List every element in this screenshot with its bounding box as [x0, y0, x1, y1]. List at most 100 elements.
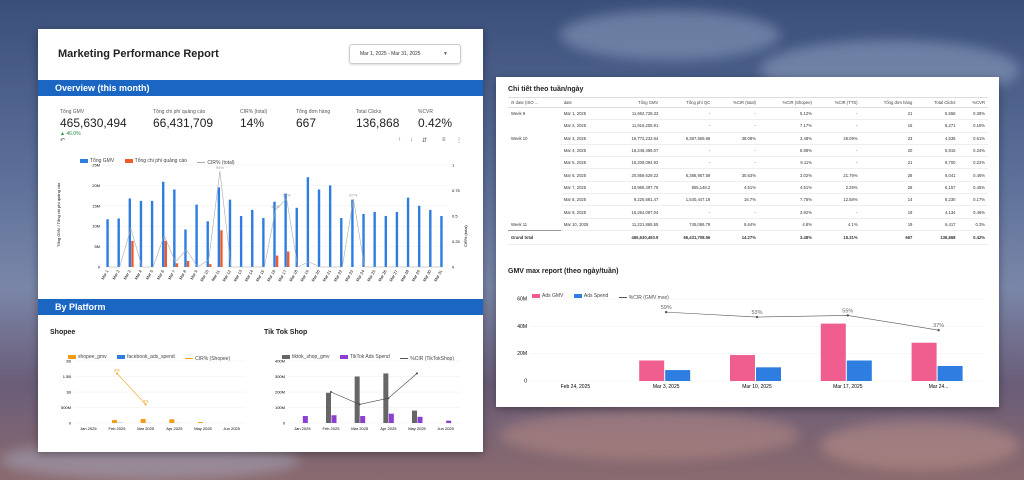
table-cell: 4.8% [758, 218, 815, 231]
grand-total-row: Grand total 465,630,493.9 66,431,708.56 14.… [508, 229, 988, 245]
x-tick-label: Mar 24... [929, 384, 949, 390]
marketing-report-panel: Marketing Performance Report Mar 1, 2025… [38, 29, 483, 452]
x-tick-label: Mar 17, 2025 [833, 384, 863, 390]
gmv-bar [284, 193, 287, 267]
table-cell: Week 10 [511, 135, 528, 141]
x-tick-label: Mar 10, 2025 [742, 384, 772, 390]
column-header[interactable]: %CIR (TTS) [814, 97, 861, 108]
table-cell [508, 144, 561, 156]
cir-point [144, 403, 147, 406]
table-cell: 12.58% [814, 193, 861, 207]
overview-legend: Tổng GMV Tổng chi phí quảng cáo CIR% (to… [80, 150, 241, 168]
column-header[interactable]: Total Clicks [915, 97, 959, 108]
gmv-bar [440, 216, 443, 267]
arrow-up-icon[interactable]: ↑ [398, 137, 401, 143]
x-tick-label: Mar 2 [111, 268, 121, 280]
filter-icon[interactable]: ≡ [442, 137, 446, 143]
x-tick-label: Mar 1 [100, 268, 110, 280]
table-cell: 0.34% [958, 144, 988, 158]
gmv-bar [306, 177, 310, 267]
undo-icon[interactable]: ↶ [60, 138, 66, 144]
table-cell: 1,540,447.19 [661, 193, 714, 207]
table-cell: 0.18% [958, 119, 988, 133]
table-cell: 0.46% [958, 168, 988, 182]
legend-ads-gmv: Ads GMV [532, 293, 563, 299]
overview-header: Overview (this month) [38, 80, 483, 96]
kpi-delta: ▲ 46.0% [60, 131, 81, 137]
gmv-bar [317, 189, 321, 267]
y-tick-label: 15M [92, 203, 100, 208]
table-cell: 23 [860, 132, 916, 145]
cir-point [330, 391, 332, 393]
y2-tick-label: 0.5 [452, 214, 458, 219]
total-cell: 0.42% [958, 229, 988, 245]
y-tick-label: 0 [524, 379, 527, 385]
y-tick-label: 0 [283, 421, 286, 426]
column-header[interactable]: date [560, 97, 610, 108]
column-header[interactable]: %CVR [958, 97, 988, 108]
x-tick-label: Mar 2025 [351, 426, 369, 431]
table-cell: 7.76% [758, 193, 815, 207]
gmv-bar [184, 229, 187, 267]
column-header[interactable]: Tổng đơn hàng [860, 97, 916, 108]
date-range-picker[interactable]: Mar 1, 2025 - Mar 31, 2025 ▼ [349, 44, 461, 64]
legend-fb-spend: facebook_ads_spend [117, 354, 175, 360]
kpi-total-ad-cost: Tổng chi phí quảng cáo 66,431,709 [153, 109, 213, 130]
table-cell: 0.22% [958, 156, 988, 170]
table-cell: Mar 2, 2025 [560, 119, 610, 133]
table-cell: - [814, 144, 861, 158]
ad-cost-bar [287, 251, 290, 267]
detail-panel: Chi tiết theo tuần/ngày ⊟ date (ISO ... d… [496, 77, 999, 407]
total-cell: 15.31% [814, 229, 861, 245]
table-row: Mar 5, 2025 16,208,094.92- -6.11% -21 9,700 0… [508, 156, 988, 170]
table-cell: - [661, 144, 714, 158]
tiktok-legend: tiktok_shop_gmv TikTok Ads Spend %CIR (T… [282, 346, 460, 364]
x-tick-label: Mar 26 [377, 268, 388, 282]
cir-point [358, 403, 361, 406]
column-header[interactable]: %CIR (total) [713, 97, 759, 108]
ad-cost-bar [220, 230, 223, 267]
x-tick-label: Mar 29 [410, 268, 421, 282]
drill-icon[interactable]: ⇵ [422, 138, 428, 144]
kpi-label: Tổng GMV [60, 109, 85, 115]
cloud [560, 10, 780, 60]
ad-cost-bar [209, 264, 212, 267]
arrow-down-icon[interactable]: ↓ [410, 137, 413, 143]
gmv-bar [326, 392, 331, 423]
table-cell [508, 194, 561, 206]
kpi-value: 667 [296, 116, 317, 130]
more-icon[interactable]: ⋮ [456, 138, 462, 144]
shopee-title: Shopee [50, 329, 76, 336]
x-tick-label: Feb 24, 2025 [561, 384, 591, 390]
x-tick-label: Mar 10 [199, 268, 210, 282]
table-cell: 16.7% [713, 193, 759, 207]
y-tick-label: 20M [92, 183, 100, 188]
gmv-bar [395, 211, 399, 267]
table-cell: 0.45% [958, 181, 988, 195]
column-header[interactable]: Tổng GMV [609, 97, 662, 108]
ads-spend-bar [846, 360, 872, 381]
total-cell [560, 229, 610, 245]
x-tick-label: Mar 18 [288, 268, 299, 282]
y-tick-label: 60M [517, 297, 527, 303]
x-tick-label: Apr 2025 [380, 426, 397, 431]
legend-tiktok-gmv: tiktok_shop_gmv [282, 354, 330, 360]
column-header[interactable]: Tổng phí QC [661, 97, 714, 108]
table-cell: 5,558 [915, 107, 959, 121]
gmv-max-title: GMV max report (theo ngày/tuần) [508, 268, 619, 275]
table-cell: 745,086.79 [661, 218, 714, 231]
cir-annotation: 37% [933, 323, 944, 329]
table-cell: Mar 6, 2025 [560, 168, 610, 182]
gmv-bar [362, 213, 365, 267]
column-header[interactable]: ⊟ date (ISO ... [508, 97, 561, 108]
table-cell: 30.63% [713, 168, 759, 182]
gmv-bar [162, 181, 165, 267]
cir-annotation: 59% [661, 305, 672, 311]
x-tick-label: Mar 8 [178, 268, 188, 280]
total-cell: 465,630,493.9 [609, 229, 662, 245]
table-cell: - [713, 107, 759, 121]
column-header[interactable]: %CIR (Shopee) [758, 97, 815, 108]
x-tick-label: Jan 2025 [294, 426, 311, 431]
legend-cir-gmv-max: %CIR (GMV max) [618, 295, 669, 301]
cir-annotation: 56% [283, 193, 291, 198]
